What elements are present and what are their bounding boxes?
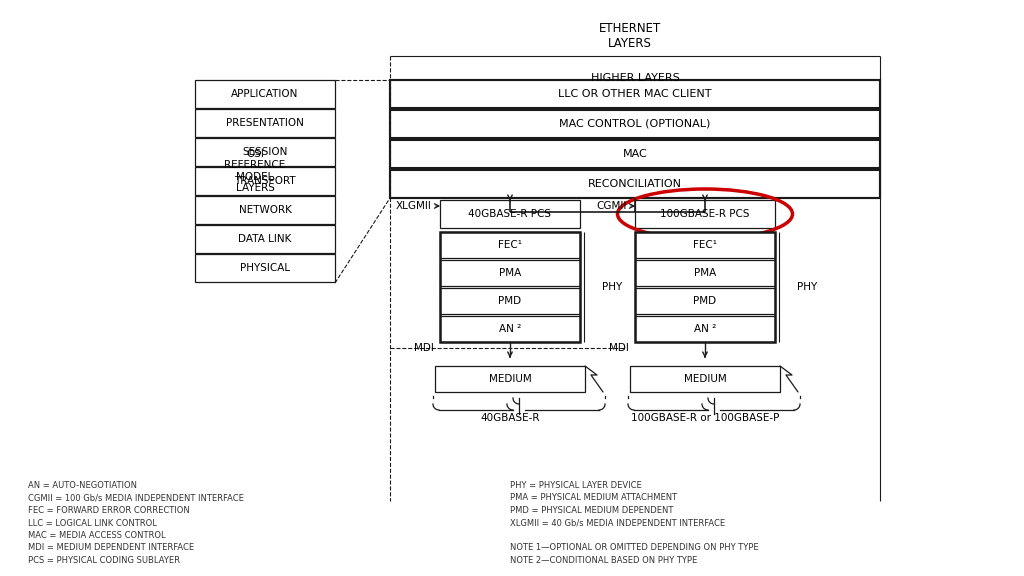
Text: NOTE 2—CONDITIONAL BASED ON PHY TYPE: NOTE 2—CONDITIONAL BASED ON PHY TYPE (510, 556, 697, 565)
Bar (390, 140, 880, 168)
Bar (195, 80, 335, 108)
Text: MEDIUM: MEDIUM (488, 374, 531, 384)
Text: PMD: PMD (693, 296, 717, 306)
Text: 100GBASE-R or 100GBASE-P: 100GBASE-R or 100GBASE-P (631, 413, 779, 423)
Text: LLC = LOGICAL LINK CONTROL: LLC = LOGICAL LINK CONTROL (28, 518, 157, 528)
Bar (630, 366, 780, 392)
Text: PMD: PMD (499, 296, 521, 306)
Text: OSI
REFERENCE
MODEL
LAYERS: OSI REFERENCE MODEL LAYERS (224, 149, 286, 194)
Text: NETWORK: NETWORK (239, 205, 292, 215)
Text: PHYSICAL: PHYSICAL (240, 263, 290, 273)
Bar (195, 196, 335, 224)
Text: CGMII: CGMII (597, 201, 627, 211)
Text: PMA: PMA (694, 268, 716, 278)
Bar (435, 366, 585, 392)
Bar (390, 170, 880, 198)
Bar (635, 288, 775, 314)
Text: FEC¹: FEC¹ (693, 240, 717, 250)
Text: 40GBASE-R PCS: 40GBASE-R PCS (469, 209, 552, 219)
Text: PHY: PHY (602, 282, 623, 292)
Text: LLC OR OTHER MAC CLIENT: LLC OR OTHER MAC CLIENT (558, 89, 712, 99)
Text: FEC = FORWARD ERROR CORRECTION: FEC = FORWARD ERROR CORRECTION (28, 506, 189, 515)
Text: MDI: MDI (609, 343, 629, 353)
Bar (440, 316, 580, 342)
Text: SESSION: SESSION (243, 147, 288, 157)
Bar (390, 80, 880, 108)
Text: PHY: PHY (797, 282, 817, 292)
Text: PMD = PHYSICAL MEDIUM DEPENDENT: PMD = PHYSICAL MEDIUM DEPENDENT (510, 506, 674, 515)
Text: PMA: PMA (499, 268, 521, 278)
Bar (440, 260, 580, 286)
Text: PHY = PHYSICAL LAYER DEVICE: PHY = PHYSICAL LAYER DEVICE (510, 481, 642, 490)
Bar (635, 200, 775, 228)
Text: MAC: MAC (623, 149, 647, 159)
Text: PRESENTATION: PRESENTATION (226, 118, 304, 128)
Text: MDI = MEDIUM DEPENDENT INTERFACE: MDI = MEDIUM DEPENDENT INTERFACE (28, 544, 195, 552)
Text: XLGMII = 40 Gb/s MEDIA INDEPENDENT INTERFACE: XLGMII = 40 Gb/s MEDIA INDEPENDENT INTER… (510, 518, 725, 528)
Bar (635, 260, 775, 286)
Text: MAC CONTROL (OPTIONAL): MAC CONTROL (OPTIONAL) (559, 119, 711, 129)
Bar (390, 80, 880, 198)
Bar (440, 288, 580, 314)
Bar (635, 316, 775, 342)
Text: 100GBASE-R PCS: 100GBASE-R PCS (660, 209, 750, 219)
Bar (440, 232, 580, 342)
Text: DATA LINK: DATA LINK (239, 234, 292, 244)
Text: 40GBASE-R: 40GBASE-R (480, 413, 540, 423)
Text: PMA = PHYSICAL MEDIUM ATTACHMENT: PMA = PHYSICAL MEDIUM ATTACHMENT (510, 494, 677, 502)
Text: NOTE 1—OPTIONAL OR OMITTED DEPENDING ON PHY TYPE: NOTE 1—OPTIONAL OR OMITTED DEPENDING ON … (510, 544, 759, 552)
Text: RECONCILIATION: RECONCILIATION (588, 179, 682, 189)
Text: MDI: MDI (414, 343, 434, 353)
Bar (195, 167, 335, 195)
Text: TRANSPORT: TRANSPORT (234, 176, 296, 186)
Bar (195, 225, 335, 253)
Text: CGMII = 100 Gb/s MEDIA INDEPENDENT INTERFACE: CGMII = 100 Gb/s MEDIA INDEPENDENT INTER… (28, 494, 244, 502)
Bar (440, 200, 580, 228)
Text: ETHERNET
LAYERS: ETHERNET LAYERS (599, 22, 662, 50)
Bar (195, 109, 335, 137)
Bar (195, 138, 335, 166)
Bar (390, 110, 880, 138)
Text: APPLICATION: APPLICATION (231, 89, 299, 99)
Text: MAC = MEDIA ACCESS CONTROL: MAC = MEDIA ACCESS CONTROL (28, 531, 166, 540)
Text: HIGHER LAYERS: HIGHER LAYERS (591, 73, 679, 83)
Text: XLGMII: XLGMII (396, 201, 432, 211)
Text: AN = AUTO-NEGOTIATION: AN = AUTO-NEGOTIATION (28, 481, 137, 490)
Bar (440, 232, 580, 258)
Bar (195, 254, 335, 282)
Text: MEDIUM: MEDIUM (684, 374, 726, 384)
Bar (635, 232, 775, 258)
Text: FEC¹: FEC¹ (498, 240, 522, 250)
Text: PCS = PHYSICAL CODING SUBLAYER: PCS = PHYSICAL CODING SUBLAYER (28, 556, 180, 565)
Bar (635, 232, 775, 342)
Text: AN ²: AN ² (499, 324, 521, 334)
Text: AN ²: AN ² (694, 324, 716, 334)
